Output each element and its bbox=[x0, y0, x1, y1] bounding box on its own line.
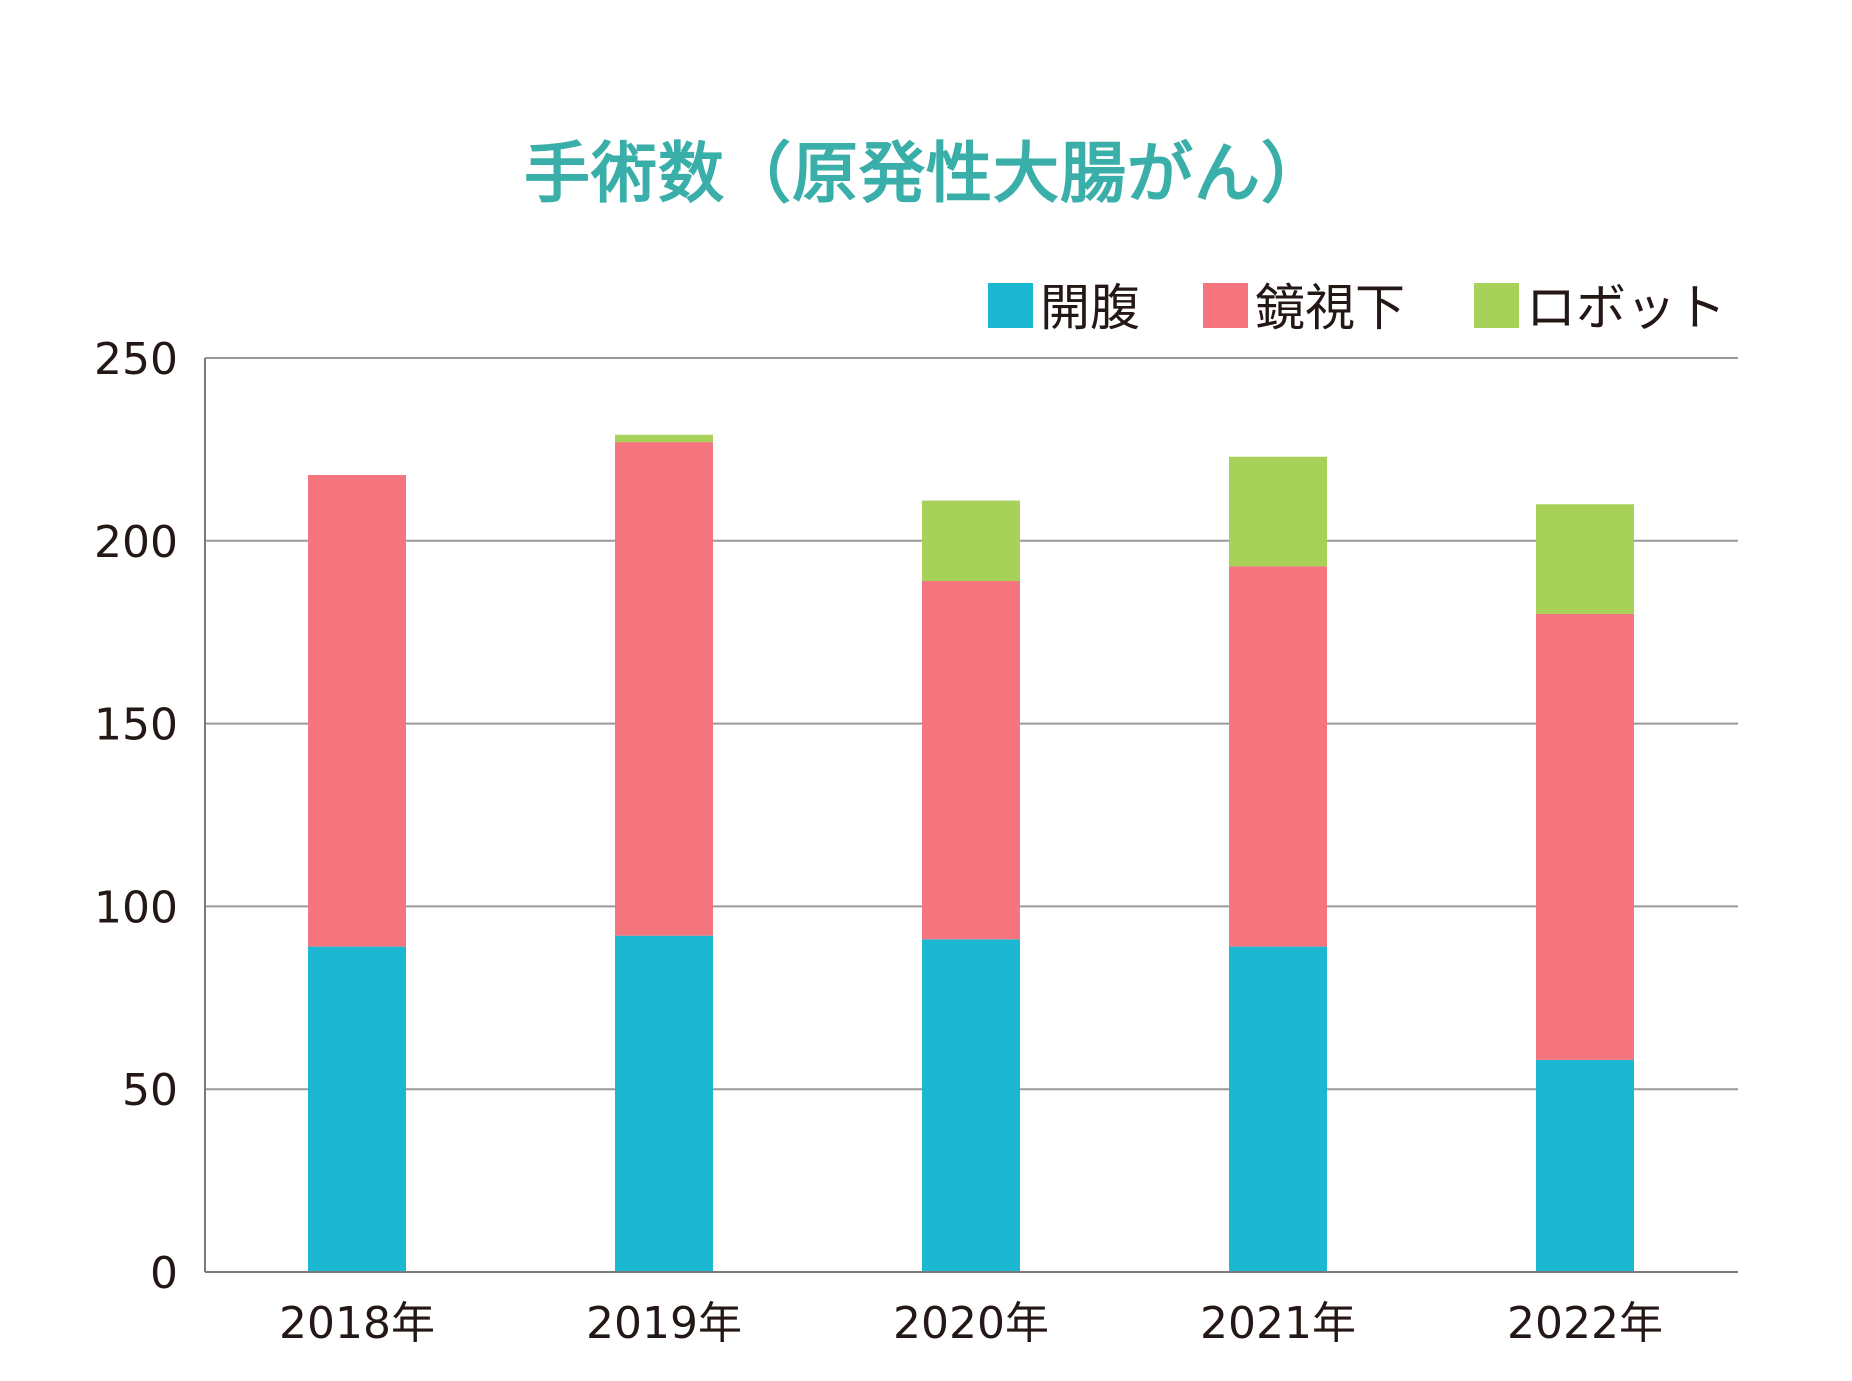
bar-2021年-ロボット bbox=[1229, 456, 1327, 567]
x-tick-label-2020年: 2020年 bbox=[893, 1298, 1049, 1349]
x-tick-label-2018年: 2018年 bbox=[279, 1298, 435, 1349]
bar-2020年-ロボット bbox=[922, 500, 1020, 582]
y-tick-label-0: 0 bbox=[150, 1248, 178, 1299]
bar-2020年-開腹 bbox=[922, 939, 1020, 1272]
legend-label-ロボット: ロボット bbox=[1526, 279, 1726, 337]
x-tick-label-2022年: 2022年 bbox=[1507, 1298, 1663, 1349]
legend-label-鏡視下: 鏡視下 bbox=[1255, 279, 1405, 337]
y-tick-label-200: 200 bbox=[94, 517, 178, 568]
legend-label-開腹: 開腹 bbox=[1040, 279, 1140, 337]
legend-swatch-鏡視下 bbox=[1203, 283, 1248, 328]
bar-2021年-鏡視下 bbox=[1229, 566, 1327, 947]
bar-2019年-開腹 bbox=[615, 935, 713, 1272]
legend: 開腹 鏡視下 ロボット bbox=[988, 279, 1726, 337]
bar-2018年-開腹 bbox=[308, 946, 406, 1272]
y-tick-label-50: 50 bbox=[122, 1065, 178, 1116]
x-tick-label-2021年: 2021年 bbox=[1200, 1298, 1356, 1349]
y-tick-label-150: 150 bbox=[94, 700, 178, 751]
bar-2019年-鏡視下 bbox=[615, 442, 713, 936]
axes: 0 50 100 150 200 250 2018年 2019年 2020年 2021年 2022年 bbox=[94, 334, 1738, 1349]
bar-2019年-ロボット bbox=[615, 434, 713, 443]
chart-title: 手術数（原発性大腸がん） bbox=[524, 135, 1328, 212]
bar-2022年-ロボット bbox=[1536, 504, 1634, 614]
bar-2022年-鏡視下 bbox=[1536, 613, 1634, 1060]
x-tick-label-2019年: 2019年 bbox=[586, 1298, 742, 1349]
bar-2021年-開腹 bbox=[1229, 946, 1327, 1272]
y-tick-label-250: 250 bbox=[94, 334, 178, 385]
bar-2018年-鏡視下 bbox=[308, 474, 406, 947]
bar-2020年-鏡視下 bbox=[922, 581, 1020, 940]
y-tick-label-100: 100 bbox=[94, 882, 178, 933]
legend-swatch-開腹 bbox=[988, 283, 1033, 328]
legend-swatch-ロボット bbox=[1474, 283, 1519, 328]
bars bbox=[308, 434, 1634, 1272]
bar-2022年-開腹 bbox=[1536, 1059, 1634, 1272]
